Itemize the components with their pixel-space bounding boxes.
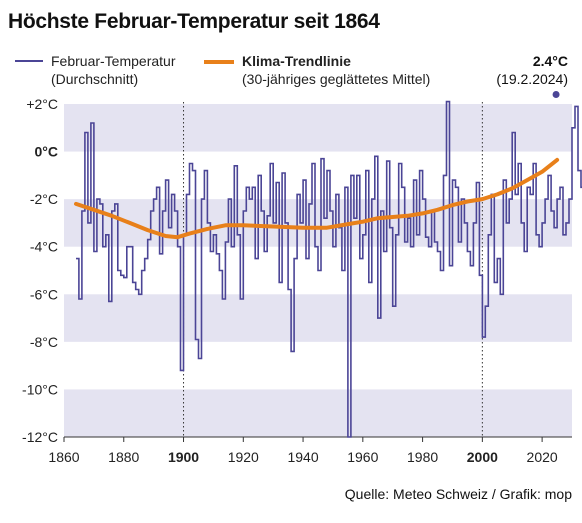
callout-value: 2.4°C: [532, 53, 568, 69]
callout-date: (19.2.2024): [496, 71, 568, 87]
y-tick-label: +2°C: [26, 96, 58, 112]
x-tick-label-2020: 2020: [527, 449, 558, 465]
x-tick-label-1960: 1960: [347, 449, 378, 465]
legend-sublabel-temperature: (Durchschnitt): [51, 71, 139, 87]
latest-value-callout: 2.4°C (19.2.2024): [496, 52, 568, 88]
x-tick-label-2000: 2000: [467, 449, 498, 465]
legend-swatch-trend: [204, 60, 234, 64]
x-tick-label-1920: 1920: [228, 449, 259, 465]
highlight-point: [552, 90, 560, 98]
x-tick-label-1900: 1900: [168, 449, 199, 465]
grid-band-1: [64, 199, 572, 247]
x-tick-label-1980: 1980: [407, 449, 438, 465]
y-tick-label: 0°C: [35, 144, 59, 160]
series-temperature-line: [76, 100, 582, 438]
chart-title: Höchste Februar-Temperatur seit 1864: [8, 10, 380, 33]
x-tick-label-1860: 1860: [48, 449, 79, 465]
legend-item-trend: Klima-Trendlinie (30-jähriges geglättete…: [204, 52, 454, 92]
y-tick-label: -2°C: [30, 191, 58, 207]
y-tick-label: -10°C: [22, 381, 58, 397]
grid-band-0: [64, 104, 572, 152]
legend-swatch-temperature: [15, 60, 43, 62]
y-tick-label: -4°C: [30, 239, 58, 255]
series-trend-line: [74, 157, 560, 240]
source-credit: Quelle: Meteo Schweiz / Grafik: mop: [344, 486, 572, 502]
grid-band-3: [64, 389, 572, 437]
legend-sublabel-trend: (30-jähriges geglättetes Mittel): [242, 71, 431, 87]
y-tick-label: -12°C: [22, 429, 58, 445]
legend-item-temperature: Februar-Temperatur (Durchschnitt): [15, 52, 205, 92]
legend-label-temperature: Februar-Temperatur: [51, 53, 176, 69]
legend-label-trend: Klima-Trendlinie: [242, 53, 351, 69]
y-tick-label: -8°C: [30, 334, 58, 350]
x-tick-label-1880: 1880: [108, 449, 139, 465]
grid-band-2: [64, 294, 572, 342]
x-tick-label-1940: 1940: [287, 449, 318, 465]
y-tick-label: -6°C: [30, 286, 58, 302]
